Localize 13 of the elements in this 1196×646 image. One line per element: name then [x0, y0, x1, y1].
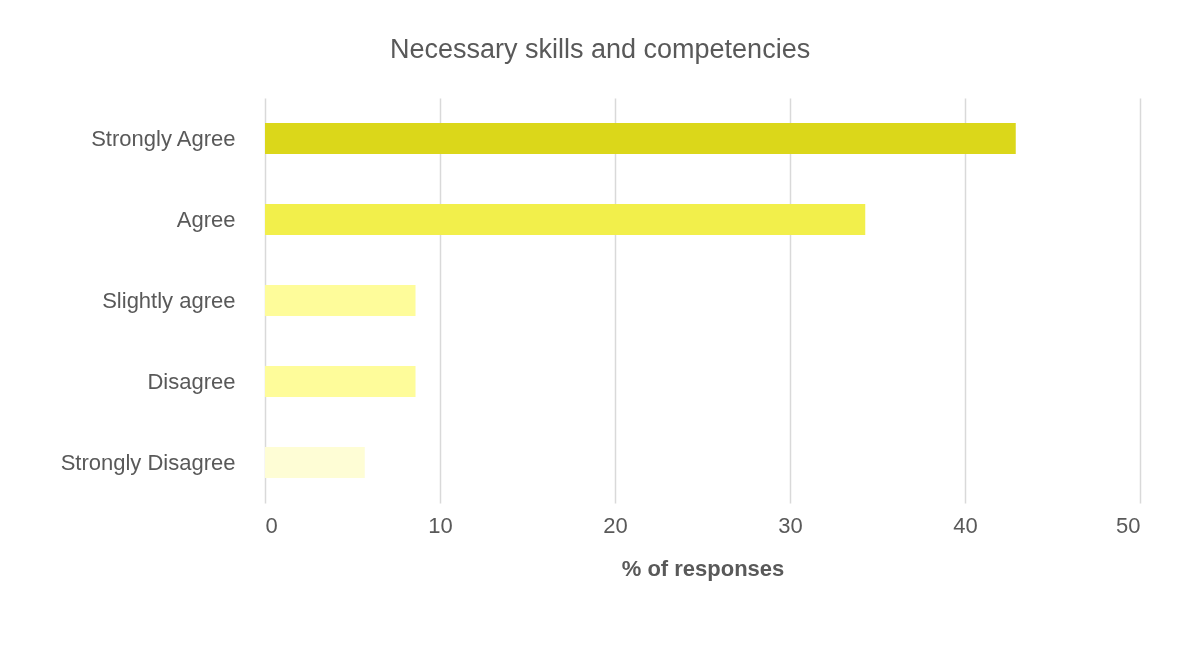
- x-tick-label: 50: [1116, 512, 1141, 538]
- x-tick-label: 0: [265, 512, 278, 538]
- y-tick-label: Agree: [176, 206, 236, 232]
- y-tick-label: Disagree: [147, 368, 236, 394]
- chart-title: Necessary skills and competencies: [389, 34, 811, 64]
- y-tick-label: Strongly Disagree: [60, 449, 236, 475]
- x-tick-label: 10: [428, 512, 453, 538]
- y-tick-label: Strongly Agree: [91, 125, 236, 151]
- y-tick-label: Slightly agree: [102, 287, 236, 313]
- x-tick-label: 20: [603, 512, 628, 538]
- x-axis-title: % of responses: [621, 555, 785, 581]
- x-tick-label: 30: [778, 512, 803, 538]
- x-tick-label: 40: [953, 512, 978, 538]
